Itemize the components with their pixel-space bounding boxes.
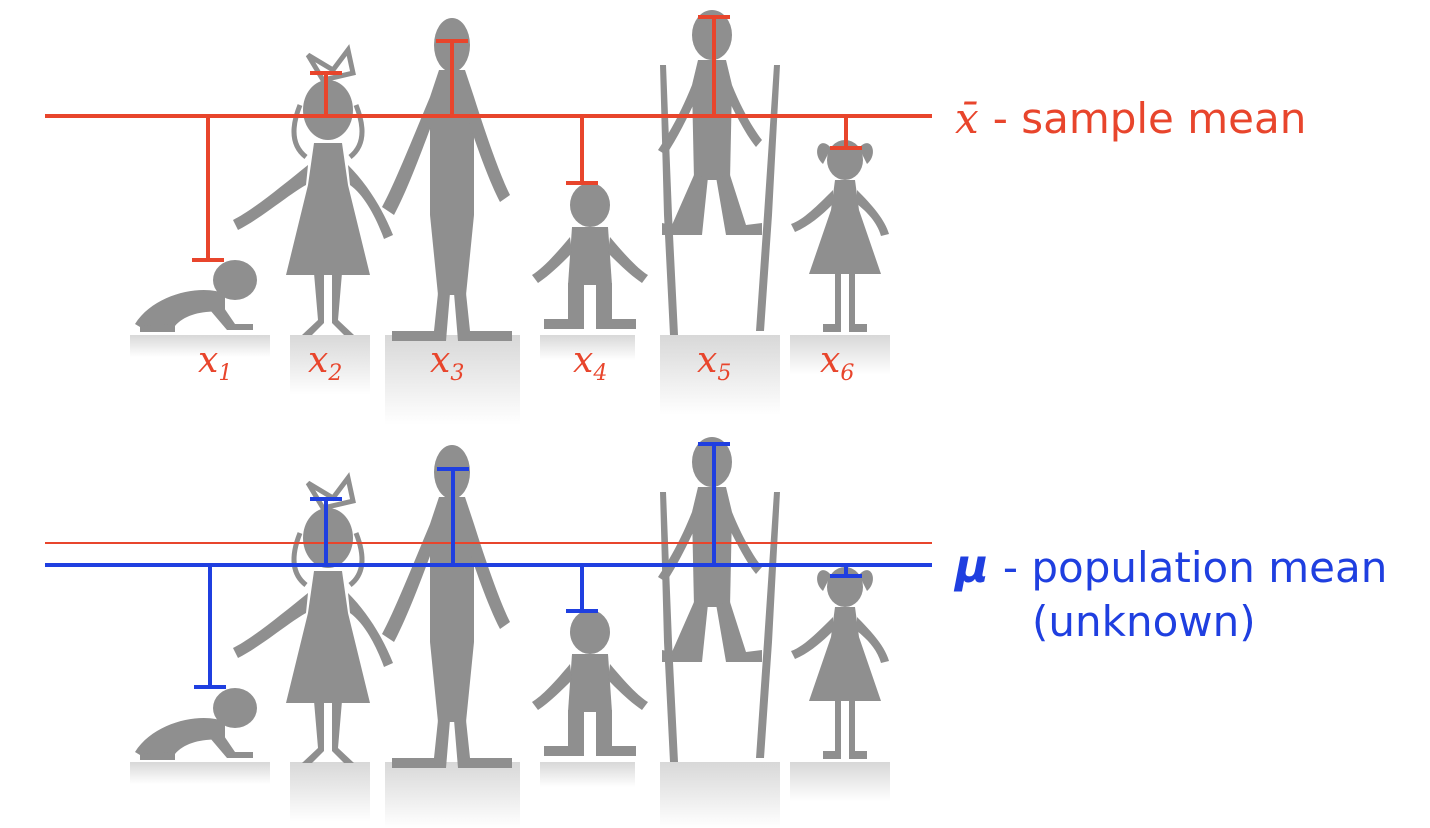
top-figures: [135, 10, 889, 341]
population-mean-text: - population mean: [1003, 543, 1387, 592]
stilts-figure: [658, 10, 780, 335]
small-child-figure: [532, 610, 648, 756]
observation-label-6: x6: [820, 340, 854, 386]
crawling-baby-figure: [135, 688, 257, 760]
top-reflections: [130, 335, 890, 425]
observation-label-2: x2: [308, 340, 342, 386]
tall-figure: [382, 18, 512, 341]
population-mean-note: (unknown): [1032, 597, 1256, 646]
girl-in-dress-figure: [791, 567, 889, 759]
population-deviation-bars: [194, 442, 862, 689]
girl-in-dress-figure: [791, 140, 889, 332]
population-mean-label: μ - population mean: [953, 539, 1387, 593]
observation-label-1: x1: [198, 340, 232, 386]
observation-label-5: x5: [697, 340, 731, 386]
population-mean-symbol: μ: [953, 539, 989, 593]
small-child-figure: [532, 183, 648, 329]
sample-deviation-bars: [192, 15, 862, 262]
tall-figure: [382, 445, 512, 768]
observation-label-4: x4: [573, 340, 607, 386]
girl-with-bow-figure: [233, 478, 393, 763]
observation-labels: x1 x2 x3 x4 x5 x6: [198, 340, 854, 386]
sample-mean-label: x̄ - sample mean: [955, 94, 1306, 143]
top-panel: x̄ - sample mean x1 x2 x3 x4 x5 x6: [45, 10, 1306, 425]
girl-with-bow-figure: [233, 50, 393, 335]
bottom-figures: [135, 437, 889, 768]
bottom-reflections: [130, 762, 890, 828]
sample-mean-text: - sample mean: [993, 94, 1307, 143]
sample-mean-symbol: x̄: [955, 94, 979, 143]
stilts-figure: [658, 437, 780, 762]
bottom-panel: μ - population mean (unknown): [45, 437, 1387, 828]
observation-label-3: x3: [430, 340, 464, 386]
crawling-baby-figure: [135, 260, 257, 332]
